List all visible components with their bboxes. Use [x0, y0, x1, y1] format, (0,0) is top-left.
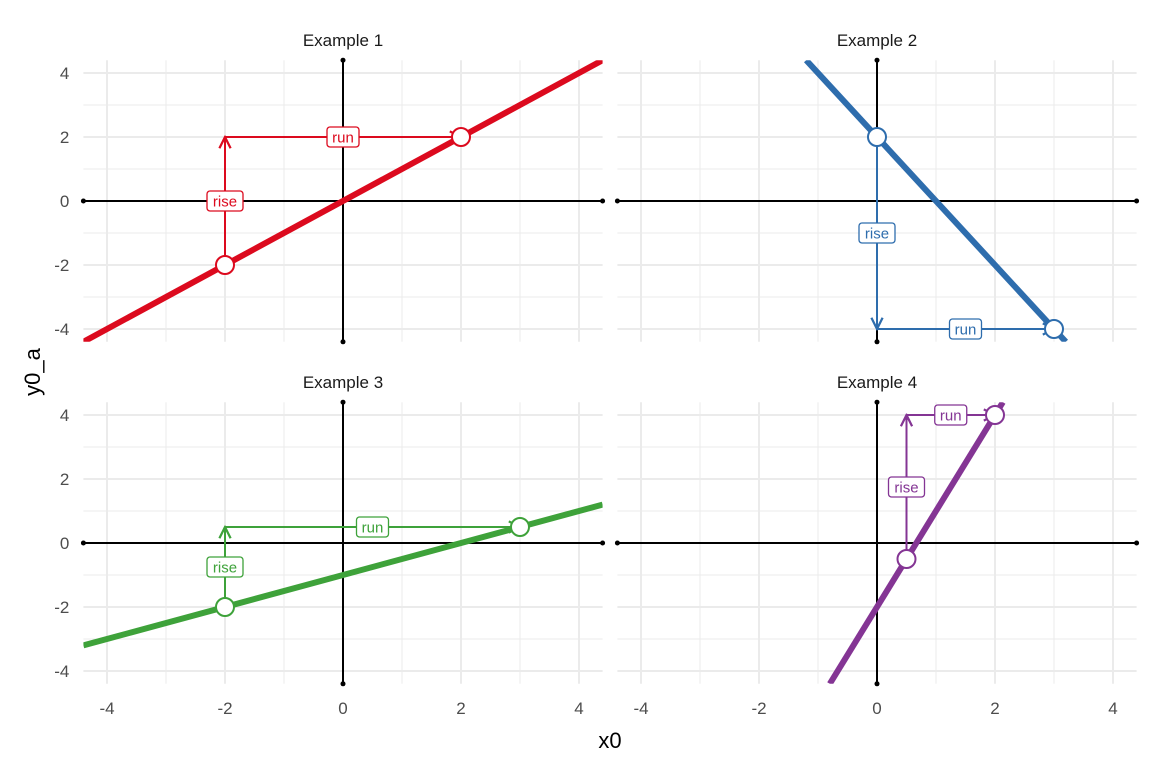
rise-label: rise: [213, 194, 237, 211]
run-label-box: [934, 404, 968, 426]
panel-2: Example 2 rise run: [614, 31, 1140, 345]
line-group: [827, 402, 1006, 684]
axis-end-marker: [340, 681, 346, 687]
axis-end-marker: [1134, 198, 1140, 204]
panel-3: Example 3 rise run -4 -2 0 2 4 -4 -2 0 2 4: [54, 373, 606, 718]
run-label: run: [955, 322, 977, 339]
axis-end-marker: [874, 57, 880, 63]
data-point: [215, 597, 235, 617]
x-tick-label: 4: [574, 699, 583, 718]
run-label-box: [355, 516, 390, 538]
x-tick-label: 0: [872, 699, 881, 718]
y-tick-label: 2: [60, 470, 69, 489]
axis-end-marker: [614, 540, 620, 546]
run-label: run: [332, 130, 354, 147]
y-tick-label: -2: [54, 256, 69, 275]
axis-end-marker: [1134, 540, 1140, 546]
y-tick-label: -4: [54, 320, 69, 339]
x-axis-title: x0: [598, 728, 621, 753]
panel-title: Example 3: [303, 373, 383, 392]
y-tick-label: 4: [60, 406, 69, 425]
slope-line: [803, 60, 1069, 342]
axis-end-marker: [600, 198, 606, 204]
axis-end-marker: [874, 339, 880, 345]
axis-end-marker: [340, 57, 346, 63]
x-tick-label: 2: [456, 699, 465, 718]
panel-title: Example 4: [837, 373, 917, 392]
x-tick-label: 4: [1108, 699, 1117, 718]
axis-end-marker: [340, 399, 346, 405]
panel-1: Example 1 rise run -4 -2 0 2 4: [54, 31, 606, 345]
run-label: run: [362, 520, 384, 537]
x-tick-label: -2: [217, 699, 232, 718]
rise-label-box: [206, 556, 244, 578]
y-tick-label: 2: [60, 128, 69, 147]
run-label: run: [940, 408, 962, 425]
axis-end-marker: [614, 198, 620, 204]
rise-label: rise: [213, 560, 237, 577]
x-tick-label: 0: [338, 699, 347, 718]
rise-label: rise: [865, 226, 889, 243]
y-tick-label: -4: [54, 662, 69, 681]
run-label-box: [948, 318, 983, 340]
y-tick-label: 0: [60, 192, 69, 211]
data-point: [896, 549, 917, 569]
line-group: [83, 60, 603, 342]
axis-end-marker: [80, 198, 86, 204]
panel-4: Example 4 rise run -4 -2 0 2 4: [614, 373, 1140, 718]
axis-end-marker: [80, 540, 86, 546]
x-tick-label: -4: [99, 699, 114, 718]
slope-line: [83, 60, 603, 342]
panel-title: Example 2: [837, 31, 917, 50]
run-label-box: [326, 126, 360, 148]
data-point: [985, 405, 1005, 425]
data-point: [1044, 319, 1064, 339]
axis-end-marker: [874, 399, 880, 405]
rise-label-box: [206, 190, 244, 212]
panel-title: Example 1: [303, 31, 383, 50]
data-point: [867, 127, 887, 147]
x-tick-label: -2: [751, 699, 766, 718]
rise-label-box: [858, 222, 896, 244]
axis-end-marker: [600, 540, 606, 546]
axis-end-marker: [874, 681, 880, 687]
data-point: [451, 127, 471, 147]
y-tick-label: -2: [54, 598, 69, 617]
rise-label: rise: [894, 480, 918, 497]
y-tick-label: 0: [60, 534, 69, 553]
line-group: [803, 60, 1069, 342]
x-tick-label: 2: [990, 699, 999, 718]
data-point: [215, 255, 235, 275]
slope-line: [827, 402, 1006, 684]
y-axis-title: y0_a: [20, 347, 45, 395]
y-tick-label: 4: [60, 64, 69, 83]
rise-label-box: [887, 476, 926, 498]
data-point: [510, 517, 530, 537]
axis-end-marker: [340, 339, 346, 345]
x-tick-label: -4: [633, 699, 648, 718]
